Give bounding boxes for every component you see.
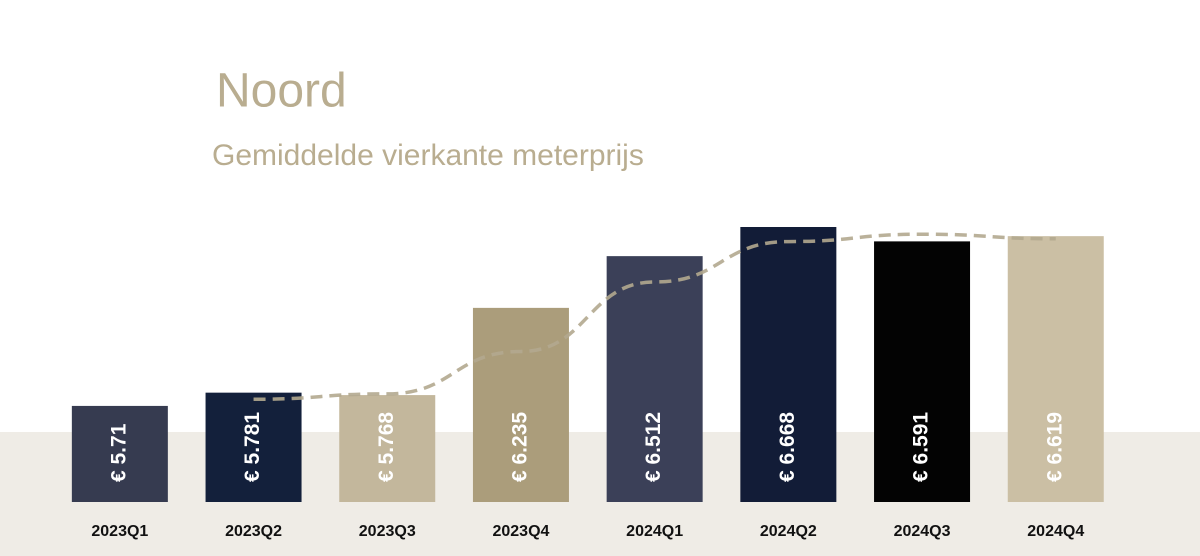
value-label: € 6.619 — [1043, 412, 1066, 482]
x-tick-label: 2023Q1 — [91, 523, 148, 540]
x-tick-label: 2023Q3 — [359, 523, 416, 540]
trend-line — [253, 232, 1056, 402]
bar — [1007, 236, 1104, 503]
bar — [71, 405, 168, 502]
value-label: € 6.512 — [642, 412, 665, 482]
x-tick-label: 2024Q1 — [626, 523, 683, 540]
value-label: € 6.591 — [910, 412, 933, 482]
bar — [740, 227, 837, 502]
x-tick-label: 2023Q2 — [225, 523, 282, 540]
x-tick-label: 2024Q2 — [760, 523, 817, 540]
x-tick-label: 2024Q3 — [894, 523, 951, 540]
value-label: € 5.71 — [107, 423, 130, 482]
bar — [874, 241, 971, 502]
chart-subtitle: Gemiddelde vierkante meterprijs — [212, 139, 644, 172]
value-label: € 6.235 — [508, 412, 531, 482]
value-label: € 6.668 — [776, 412, 799, 482]
bar — [205, 392, 302, 502]
floor-band — [0, 432, 1200, 556]
bar — [606, 256, 703, 502]
bar — [339, 395, 436, 502]
chart-title: Noord — [216, 65, 347, 118]
x-tick-label: 2023Q4 — [492, 523, 549, 540]
value-label: € 5.781 — [241, 412, 264, 482]
x-tick-label: 2024Q4 — [1027, 523, 1084, 540]
value-label: € 5.768 — [375, 412, 398, 482]
bar — [472, 307, 569, 502]
